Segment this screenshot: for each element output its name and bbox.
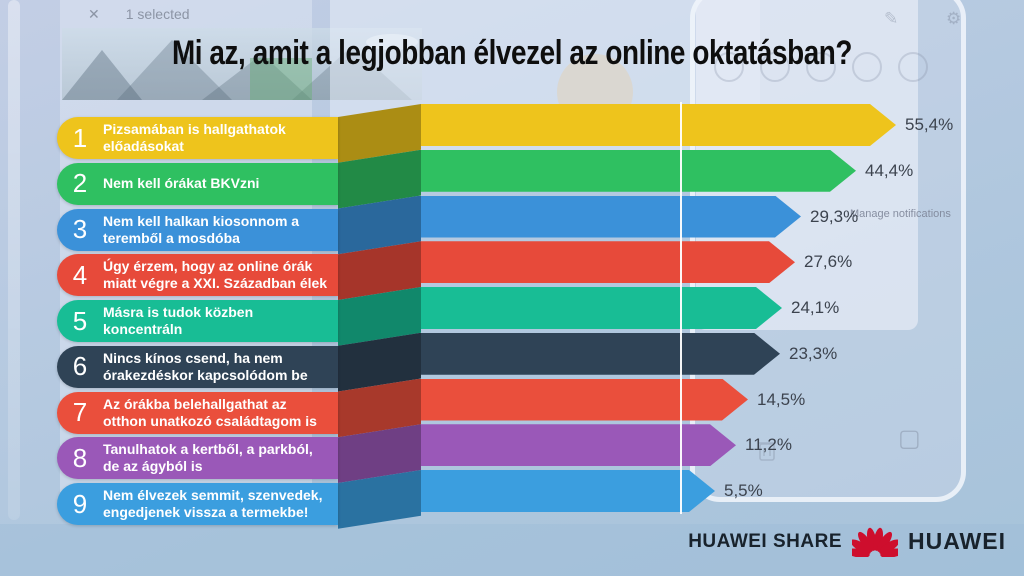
rank-pill: 3 Nem kell halkan kiosonnom a teremből a … <box>57 208 338 251</box>
rank-number: 9 <box>72 488 88 519</box>
value-bar <box>421 332 780 375</box>
value-bar <box>421 287 782 329</box>
value-label: 24,1% <box>791 298 840 317</box>
answer-label: Nincs kínos csend, ha nem órakezdéskor k… <box>103 349 308 383</box>
answer-label: Úgy érzem, hogy az online órák miatt vég… <box>103 258 328 292</box>
huawei-share-label: HUAWEI SHARE <box>688 530 842 552</box>
answer-label: Tanulhatok a kertből, a parkból, de az á… <box>103 441 313 475</box>
rank-pill: 2 Nem kell órákat BKVzni <box>57 162 338 205</box>
value-label: 5,5% <box>724 481 763 500</box>
rank-number: 6 <box>72 351 88 382</box>
rank-number: 2 <box>72 168 88 199</box>
rank-number: 1 <box>72 122 88 153</box>
rank-pill: 1 Pizsamában is hallgathatok előadásokat <box>57 117 338 159</box>
rank-pill: 9 Nem élvezek semmit, szenvedek, engedjen… <box>57 483 338 525</box>
page-title: Mi az, amit a legjobban élvezel az onlin… <box>171 34 853 72</box>
footer-branding: HUAWEI SHARE HUAWEI <box>688 521 1006 562</box>
rank-number: 8 <box>72 442 88 473</box>
answer-label: Az órákba belehallgathat az otthon unatk… <box>103 395 317 429</box>
answer-label: Nem élvezek semmit, szenvedek, engedjene… <box>103 487 323 520</box>
huawei-brand-label: HUAWEI <box>908 528 1006 554</box>
rank-number: 7 <box>72 397 88 427</box>
value-label: 14,5% <box>757 389 806 409</box>
value-label: 23,3% <box>789 343 838 363</box>
rank-pill: 8 Tanulhatok a kertből, a parkból, de az … <box>57 437 338 480</box>
rank-number: 3 <box>72 214 88 244</box>
value-label: 29,3% <box>810 206 859 226</box>
value-bar <box>421 470 715 512</box>
value-bar <box>421 241 795 284</box>
answer-label: Másra is tudok közben koncentráln <box>103 304 254 337</box>
rank-pill: 4 Úgy érzem, hogy az online órák miatt vé… <box>57 254 338 297</box>
value-label: 11,2% <box>745 435 792 455</box>
value-label: 44,4% <box>865 160 914 180</box>
chart-divider-line <box>680 102 682 514</box>
value-bar <box>421 424 736 467</box>
rank-pill: 6 Nincs kínos csend, ha nem órakezdéskor … <box>57 345 338 388</box>
value-bar <box>421 149 856 192</box>
rank-number: 5 <box>72 305 88 336</box>
answer-label: Nem kell halkan kiosonnom a teremből a m… <box>103 212 300 246</box>
answer-label: Nem kell órákat BKVzni <box>103 175 260 192</box>
value-bar <box>421 378 748 421</box>
rank-number: 4 <box>72 259 88 290</box>
value-label: 55,4% <box>905 115 954 134</box>
answer-label: Pizsamában is hallgathatok előadásokat <box>103 121 286 154</box>
value-label: 27,6% <box>804 252 853 272</box>
huawei-logo-icon <box>846 521 904 562</box>
rank-pill: 5 Másra is tudok közben koncentráln <box>57 300 338 342</box>
value-bar <box>421 195 801 238</box>
rank-pill: 7 Az órákba belehallgathat az otthon unat… <box>57 391 338 434</box>
value-bar <box>421 104 896 146</box>
